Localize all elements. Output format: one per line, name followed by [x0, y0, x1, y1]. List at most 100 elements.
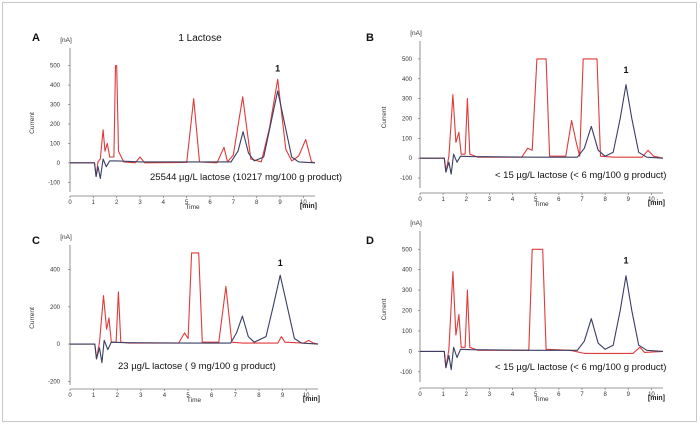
chart-panel-d: D[nA][min]TimeCurrent-100010020030040050…	[366, 220, 666, 403]
x-tick-label: 5	[534, 197, 538, 203]
x-tick-label: 3	[488, 197, 492, 203]
x-tick-label: 6	[210, 393, 214, 399]
y-tick-label: -100	[48, 180, 61, 186]
y-tick-label: 200	[50, 305, 61, 311]
panel-label: D	[366, 235, 374, 247]
y-tick-label: 0	[57, 342, 61, 348]
trace-red	[70, 65, 316, 178]
x-tick-label: 10	[303, 393, 310, 399]
chart-panel-b: B [nA][min]TimeCurrent-100010020030040050…	[366, 30, 666, 208]
trace-dark	[420, 84, 664, 175]
x-tick-label: 4	[163, 393, 167, 399]
y-unit-label: [nA]	[60, 234, 72, 241]
x-tick-label: 6	[557, 197, 561, 203]
trace-dark	[420, 275, 664, 371]
trace-dark	[70, 90, 316, 179]
x-unit-label: [min]	[648, 395, 665, 402]
x-tick-label: 4	[162, 200, 166, 206]
y-axis-label: Current	[29, 112, 36, 134]
x-tick-label: 5	[534, 392, 538, 398]
y-tick-label: 500	[402, 57, 413, 63]
x-tick-label: 4	[511, 197, 515, 203]
y-tick-label: 500	[402, 247, 413, 253]
annotation-text: 23 µg/L lactose ( 9 mg/100 g product)	[118, 361, 276, 372]
y-tick-label: 500	[50, 64, 61, 70]
x-tick-label: 0	[418, 197, 422, 203]
x-unit-label: [min]	[303, 396, 320, 403]
peak-label: 1	[623, 65, 628, 75]
peak-label: 1	[278, 258, 283, 268]
x-tick-label: 3	[488, 392, 492, 398]
x-tick-label: 8	[255, 200, 259, 206]
y-tick-label: 100	[402, 136, 413, 142]
x-tick-label: 6	[208, 200, 212, 206]
panel-label: A	[32, 32, 40, 44]
panel-label: B	[366, 32, 374, 44]
x-unit-label: [min]	[648, 200, 665, 207]
chart-title: 1 Lactose	[178, 33, 222, 44]
y-tick-label: 300	[50, 103, 61, 109]
x-tick-label: 10	[648, 392, 655, 398]
trace-dark	[70, 274, 319, 364]
y-tick-label: 200	[402, 309, 413, 315]
x-unit-label: [min]	[300, 203, 317, 210]
x-tick-label: 1	[441, 197, 445, 203]
x-tick-label: 6	[557, 392, 561, 398]
x-axis-label: Time	[187, 397, 202, 404]
x-tick-label: 0	[68, 200, 72, 206]
y-tick-label: 100	[50, 141, 61, 147]
x-tick-label: 4	[511, 392, 515, 398]
y-tick-label: 400	[50, 268, 61, 274]
x-tick-label: 0	[68, 393, 72, 399]
x-tick-label: 5	[186, 393, 190, 399]
y-unit-label: [nA]	[60, 37, 72, 44]
y-axis-label: Current	[381, 298, 388, 320]
x-tick-label: 7	[234, 393, 238, 399]
x-tick-label: 9	[278, 200, 282, 206]
y-tick-label: 0	[409, 349, 413, 355]
x-tick-label: 10	[648, 197, 655, 203]
x-tick-label: 10	[300, 200, 307, 206]
x-tick-label: 3	[139, 393, 143, 399]
x-tick-label: 9	[627, 197, 631, 203]
x-tick-label: 2	[465, 197, 469, 203]
x-tick-label: 1	[92, 200, 96, 206]
x-tick-label: 2	[115, 200, 119, 206]
x-tick-label: 7	[580, 197, 584, 203]
y-tick-label: 200	[50, 122, 61, 128]
peak-label: 1	[623, 256, 628, 266]
y-tick-label: 100	[402, 329, 413, 335]
annotation-text: < 15 µg/L lactose (< 6 mg/100 g product)	[495, 170, 666, 181]
y-tick-label: -100	[400, 176, 413, 182]
y-unit-label: [nA]	[410, 30, 422, 37]
chart-panel-c: C [nA] [min] Time Current -200 0 200 400 0 1 2 3 4 5 6 7…	[29, 234, 320, 404]
annotation-text: 25544 µg/L lactose (10217 mg/100 g produ…	[150, 172, 342, 183]
trace-red	[70, 252, 319, 360]
x-tick-label: 5	[185, 200, 189, 206]
y-tick-label: 200	[402, 116, 413, 122]
x-tick-label: 8	[603, 392, 607, 398]
x-axis-label: Time	[534, 201, 549, 208]
y-tick-label: 0	[57, 161, 61, 167]
x-tick-label: 9	[281, 393, 285, 399]
x-tick-label: 8	[603, 197, 607, 203]
x-tick-label: 9	[627, 392, 631, 398]
x-tick-label: 7	[232, 200, 236, 206]
panel-label: C	[32, 235, 40, 247]
x-tick-label: 1	[92, 393, 96, 399]
y-tick-label: -100	[400, 370, 413, 376]
x-axis-label: Time	[185, 204, 200, 211]
x-tick-label: 7	[580, 392, 584, 398]
trace-red	[420, 58, 664, 173]
peak-label: 1	[275, 63, 280, 73]
y-tick-label: -200	[48, 379, 61, 385]
y-unit-label: [nA]	[410, 220, 422, 227]
y-tick-label: 400	[50, 83, 61, 89]
x-tick-label: 1	[441, 392, 445, 398]
y-axis-label: Current	[29, 307, 36, 329]
x-tick-label: 0	[418, 392, 422, 398]
x-tick-label: 2	[465, 392, 469, 398]
